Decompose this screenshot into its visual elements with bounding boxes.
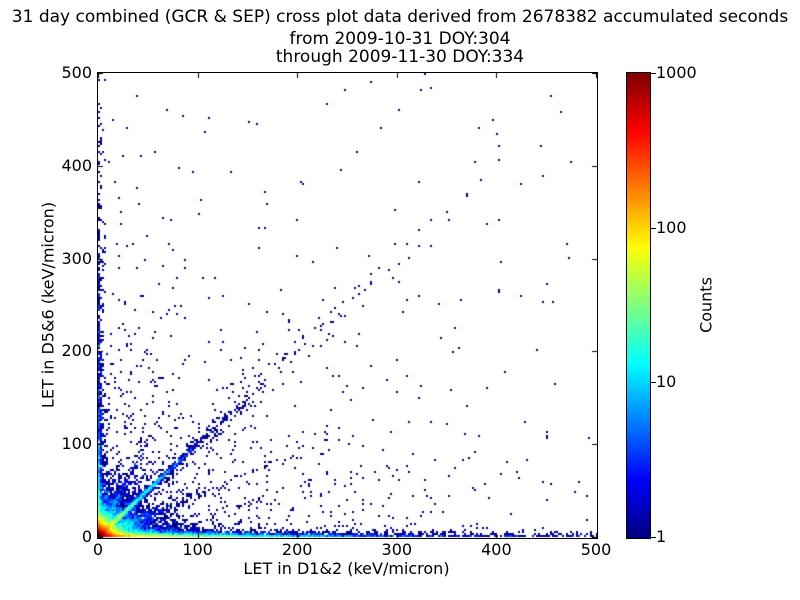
x-axis-label: LET in D1&2 (keV/micron) (243, 559, 450, 578)
chart-subtitle-through: through 2009-11-30 DOY:334 (275, 47, 525, 67)
colorbar-tick-mark (651, 537, 656, 538)
colorbar-tick-label: 10 (656, 372, 677, 392)
y-tick-label: 500 (61, 63, 92, 82)
colorbar-gradient-canvas (627, 73, 650, 538)
chart-subtitle-from: from 2009-10-31 DOY:304 (289, 29, 511, 49)
y-tick-label: 300 (61, 248, 92, 268)
x-tick-label: 500 (580, 540, 612, 559)
chart-title: 31 day combined (GCR & SEP) cross plot d… (11, 7, 789, 27)
y-tick-label: 200 (61, 341, 92, 361)
y-tick-label: 100 (61, 434, 92, 454)
x-tick-label: 0 (92, 540, 104, 559)
colorbar-tick-mark (651, 382, 656, 383)
x-tick-label: 400 (481, 540, 512, 559)
x-tick-label: 100 (182, 540, 213, 559)
x-tick-label: 300 (381, 540, 413, 559)
y-axis-label: LET in D5&6 (keV/micron) (38, 201, 58, 409)
scatter-density-canvas (98, 73, 597, 538)
colorbar-tick-label: 100 (656, 217, 687, 237)
colorbar (626, 72, 651, 539)
colorbar-label: Counts (696, 277, 716, 333)
x-tick-label: 200 (281, 540, 313, 559)
y-tick-label: 0 (81, 527, 92, 546)
y-tick-label: 400 (61, 155, 92, 175)
colorbar-tick-label: 1 (656, 527, 667, 546)
colorbar-tick-mark (651, 228, 656, 229)
colorbar-tick-mark (651, 73, 656, 74)
plot-area (97, 72, 598, 539)
colorbar-tick-label: 1000 (656, 63, 697, 82)
